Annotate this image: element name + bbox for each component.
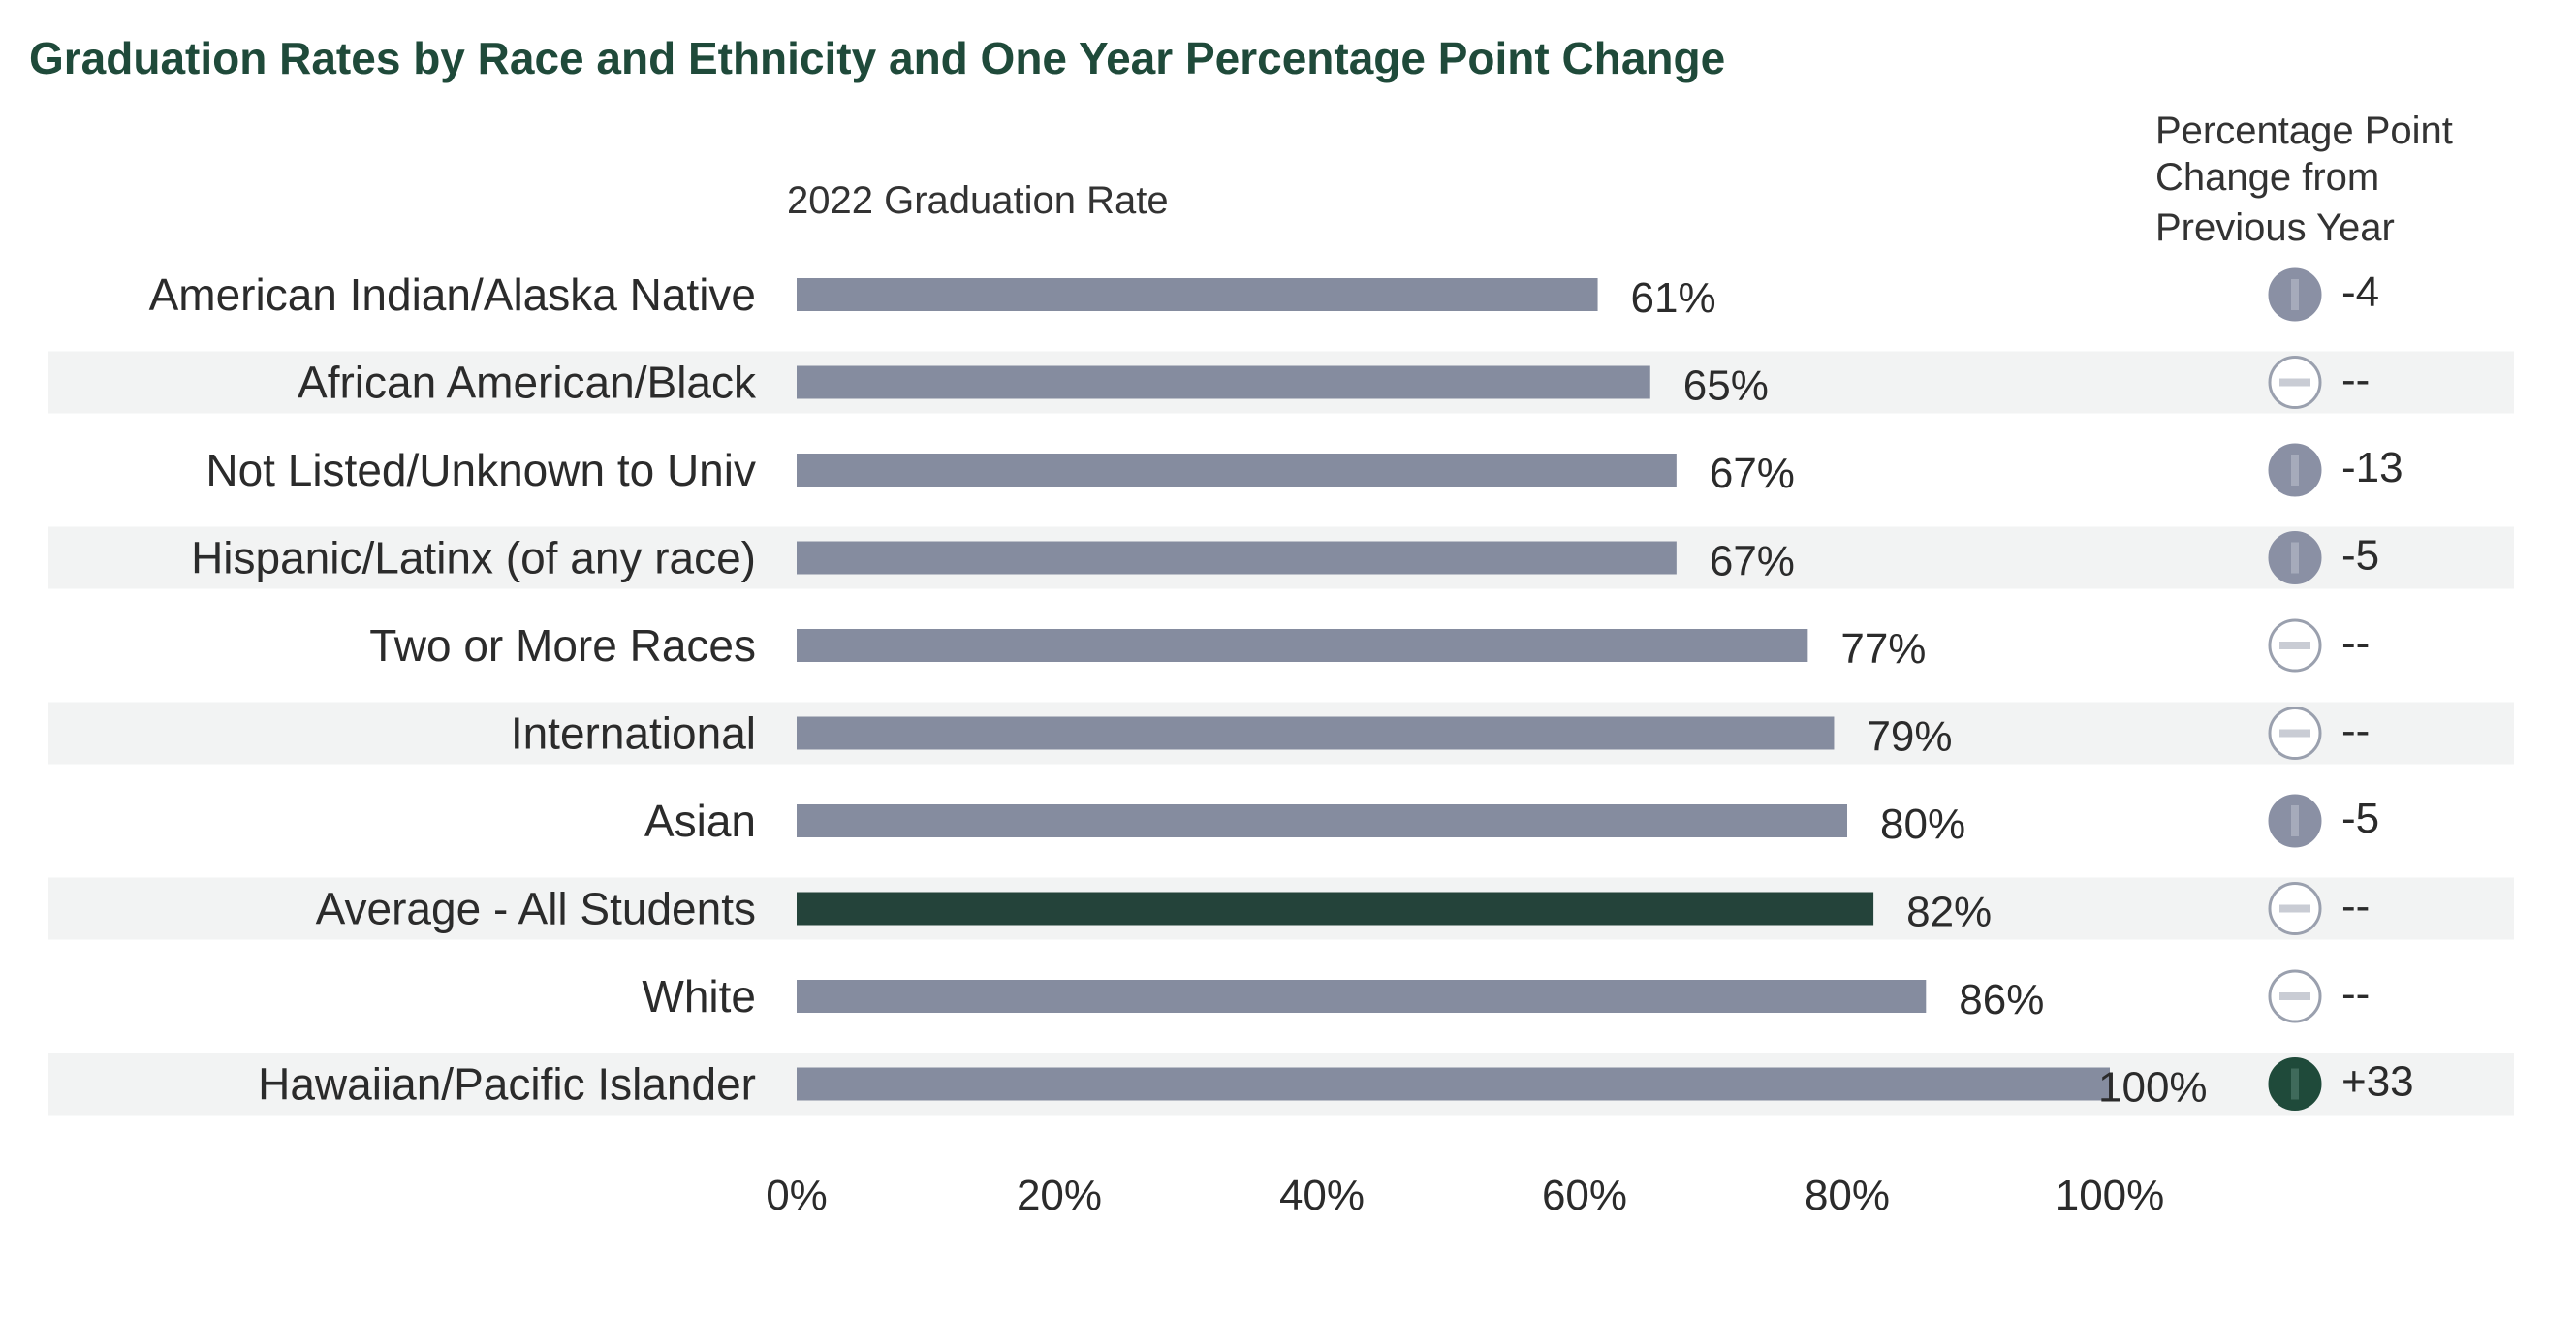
bar-row: International 79% --	[48, 702, 2514, 765]
value-label: 65%	[1683, 362, 1769, 410]
value-label: 67%	[1710, 538, 1795, 585]
value-label: 67%	[1710, 450, 1795, 497]
chart-title: Graduation Rates by Race and Ethnicity a…	[29, 33, 1725, 83]
bar	[797, 804, 1847, 837]
bar-row: Asian 80% -5	[644, 794, 2379, 848]
bar-row: Two or More Races 77% --	[369, 618, 2370, 673]
category-label: Average - All Students	[316, 884, 756, 934]
bar	[797, 1067, 2110, 1101]
category-label: Hispanic/Latinx (of any race)	[191, 533, 756, 583]
x-tick-label: 100%	[2056, 1172, 2165, 1219]
category-label: Asian	[644, 796, 756, 846]
x-tick-label: 60%	[1542, 1172, 1627, 1219]
change-value-label: --	[2341, 883, 2370, 930]
value-label: 82%	[1906, 889, 1992, 936]
x-tick-label: 20%	[1017, 1172, 1102, 1219]
change-indicator-dash	[2279, 378, 2310, 387]
change-indicator-mark	[2291, 455, 2299, 486]
value-label: 80%	[1880, 801, 1965, 848]
bar-row: Average - All Students 82% --	[48, 877, 2514, 940]
value-label: 100%	[2098, 1064, 2208, 1112]
change-value-label: --	[2341, 970, 2370, 1018]
value-label: 61%	[1631, 274, 1716, 322]
bar-row: Not Listed/Unknown to Univ 67% -13	[205, 443, 2403, 497]
category-label: Hawaiian/Pacific Islander	[258, 1059, 756, 1110]
change-header-line-3: Previous Year	[2155, 206, 2395, 249]
bar-row: African American/Black 65% --	[48, 351, 2514, 414]
change-indicator-dash	[2279, 642, 2310, 649]
chart-subtitle: 2022 Graduation Rate	[787, 179, 1169, 222]
change-value-label: -4	[2341, 268, 2379, 316]
bar	[797, 365, 1650, 399]
value-label: 79%	[1867, 713, 1952, 761]
change-value-label: --	[2341, 707, 2370, 755]
category-label: International	[511, 708, 756, 759]
bar	[797, 278, 1598, 311]
change-header-line-1: Percentage Point	[2155, 110, 2453, 152]
change-header-line-2: Change from	[2155, 156, 2379, 199]
change-indicator-dash	[2279, 904, 2310, 913]
change-value-label: -5	[2341, 795, 2379, 842]
bar	[797, 892, 1874, 926]
category-label: White	[642, 971, 756, 1021]
x-axis-ticks: 0% 20% 40% 60% 80% 100%	[766, 1172, 2164, 1219]
bar	[797, 716, 1835, 750]
bar	[797, 629, 1808, 662]
change-value-label: --	[2341, 357, 2370, 404]
category-label: Not Listed/Unknown to Univ	[205, 445, 756, 495]
rows-layer: American Indian/Alaska Native 61% -4 Africa…	[48, 267, 2514, 1116]
category-label: African American/Black	[298, 358, 757, 408]
change-indicator-mark	[2291, 1068, 2299, 1100]
x-tick-label: 0%	[766, 1172, 828, 1219]
category-label: American Indian/Alaska Native	[149, 269, 756, 320]
change-indicator-mark	[2291, 542, 2299, 574]
change-indicator-mark	[2291, 279, 2299, 310]
change-indicator-mark	[2291, 805, 2299, 836]
change-indicator-dash	[2279, 992, 2310, 1000]
value-label: 77%	[1840, 625, 1926, 673]
change-value-label: --	[2341, 619, 2370, 667]
bar	[797, 454, 1677, 487]
bar-row: Hispanic/Latinx (of any race) 67% -5	[48, 526, 2514, 589]
change-value-label: -13	[2341, 444, 2403, 491]
category-label: Two or More Races	[369, 620, 756, 671]
bar-row: White 86% --	[642, 969, 2370, 1023]
x-tick-label: 80%	[1805, 1172, 1890, 1219]
change-value-label: +33	[2341, 1058, 2414, 1106]
change-indicator-dash	[2279, 729, 2310, 738]
bar	[797, 980, 1927, 1013]
x-tick-label: 40%	[1279, 1172, 1365, 1219]
bar-row: Hawaiian/Pacific Islander 100% +33	[48, 1053, 2514, 1116]
bar-row: American Indian/Alaska Native 61% -4	[149, 267, 2379, 322]
value-label: 86%	[1959, 976, 2044, 1023]
bar	[797, 541, 1677, 575]
change-value-label: -5	[2341, 532, 2379, 580]
